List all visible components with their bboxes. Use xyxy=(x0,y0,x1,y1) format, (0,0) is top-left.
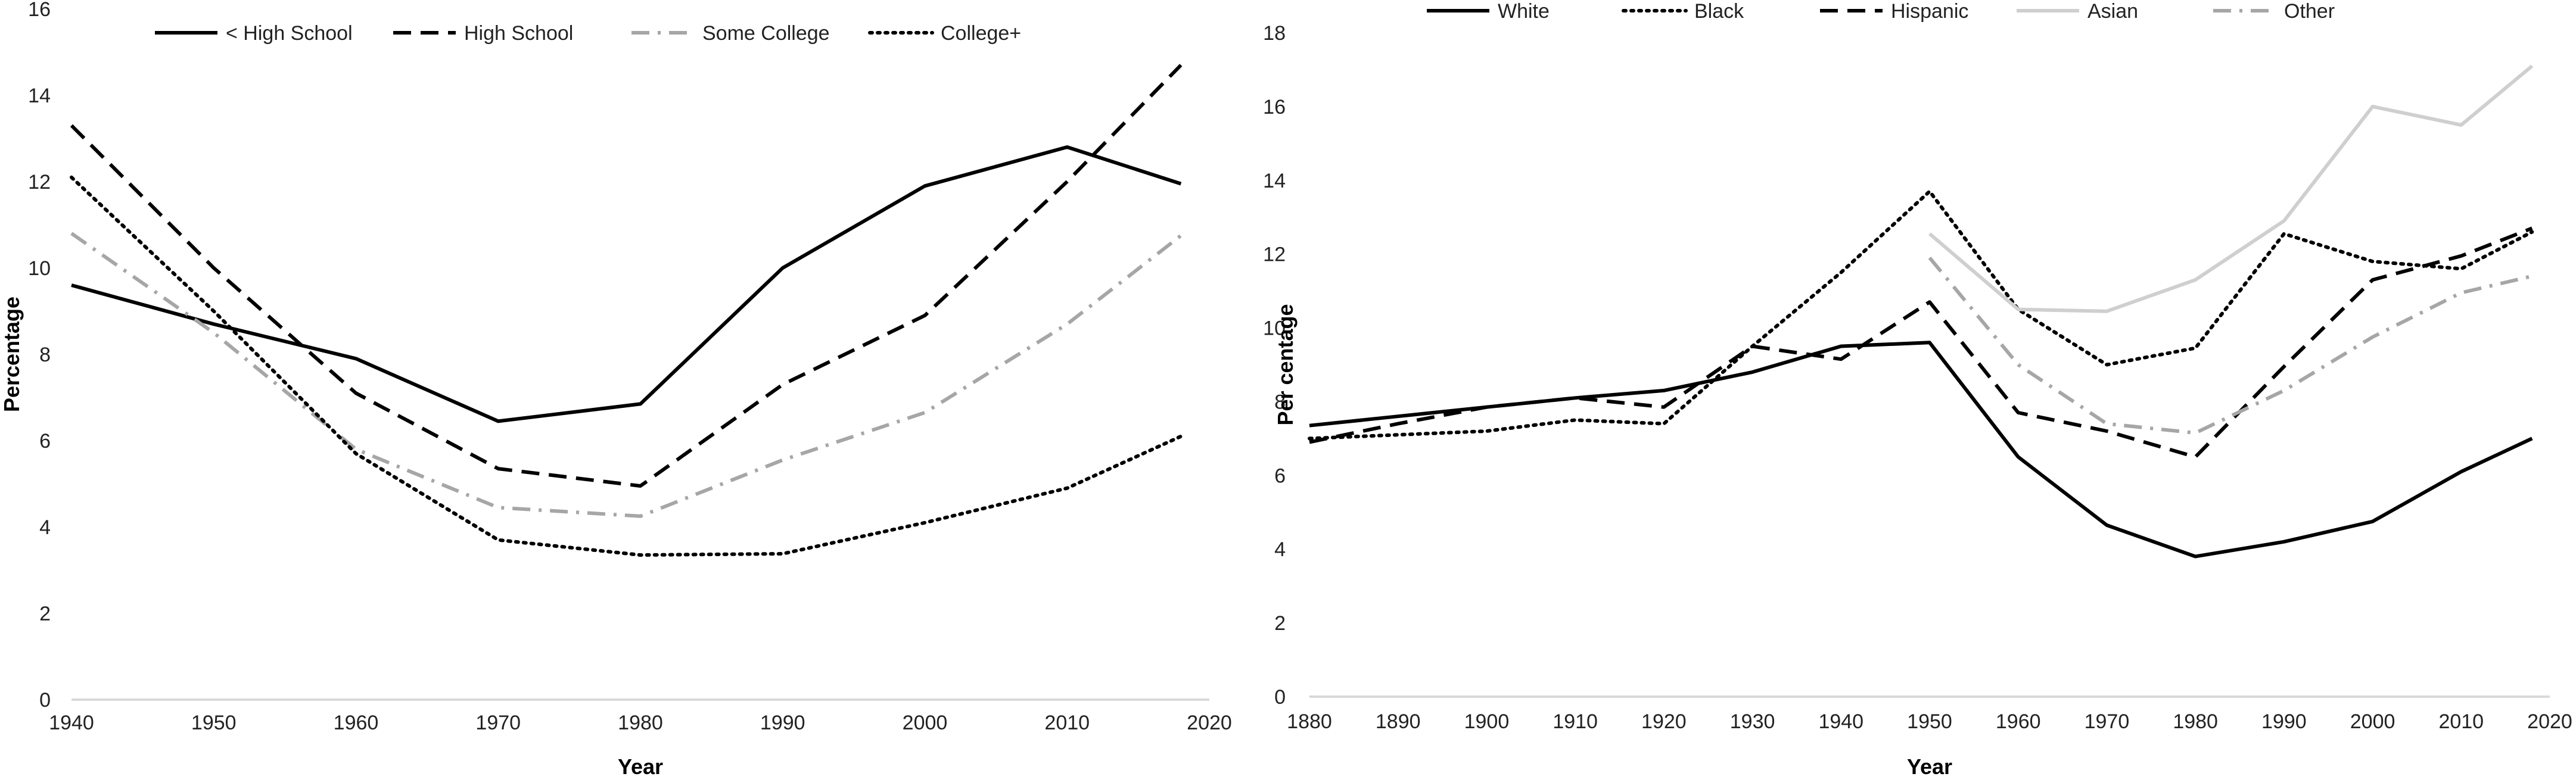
race-chart-svg: 0 2 4 6 8 10 12 14 16 18 1880 1890 1900 1910 1920 1930 1… xyxy=(1263,0,2572,779)
education-x-tick-label: 1950 xyxy=(191,712,237,734)
education-series-high-school-line xyxy=(70,64,1183,488)
race-x-tick-label: 1900 xyxy=(1464,710,1510,733)
race-chart: 0 2 4 6 8 10 12 14 16 18 1880 1890 1900 1910 1920 1930 1… xyxy=(1251,0,2576,783)
education-y-tick-label: 12 xyxy=(28,171,51,194)
race-x-tick-label: 2010 xyxy=(2438,710,2484,733)
race-x-tick-label: 1970 xyxy=(2085,710,2130,733)
education-x-tick-label: 1960 xyxy=(334,712,379,734)
education-y-tick-label: 4 xyxy=(39,516,51,539)
race-y-tick-label: 16 xyxy=(1263,96,1286,118)
education-y-tick-label: 8 xyxy=(39,344,51,366)
education-y-tick-label: 14 xyxy=(28,85,51,107)
race-y-tick-label: 10 xyxy=(1263,317,1286,340)
race-series-hispanic-line xyxy=(1309,226,2533,459)
education-x-axis-title: Year xyxy=(618,754,663,779)
education-y-tick-label: 10 xyxy=(28,257,51,280)
education-legend-item-some-college: Some College xyxy=(631,22,830,45)
education-y-axis-title: Percentage xyxy=(0,297,24,412)
race-x-tick-label: 1920 xyxy=(1641,710,1687,733)
education-legend-item-college-plus: College+ xyxy=(868,22,1021,45)
education-chart-svg: 0 2 4 6 8 10 12 14 16 1940 1950 1960 1970 1980 1990 200… xyxy=(0,0,1232,779)
race-y-tick-label: 8 xyxy=(1274,391,1286,413)
education-x-tick-label: 1970 xyxy=(475,712,521,734)
race-y-tick-label: 18 xyxy=(1263,22,1286,45)
education-x-tick-label: 2010 xyxy=(1044,712,1090,734)
education-x-tick-label: 1940 xyxy=(49,712,94,734)
race-y-tick-label: 4 xyxy=(1274,538,1286,561)
race-x-tick-label: 1950 xyxy=(1907,710,1952,733)
race-x-tick-label: 1940 xyxy=(1818,710,1863,733)
education-x-tick-label: 1980 xyxy=(618,712,663,734)
education-y-tick-label: 2 xyxy=(39,603,51,625)
education-legend-label: High School xyxy=(464,22,573,45)
race-legend-item-hispanic: Hispanic xyxy=(1820,0,1968,23)
race-legend-label: Asian xyxy=(2087,0,2138,23)
education-series-college-plus-line xyxy=(70,175,1183,557)
race-y-tick-label: 0 xyxy=(1274,686,1286,709)
race-x-tick-label: 1890 xyxy=(1376,710,1421,733)
race-legend-item-asian: Asian xyxy=(2017,0,2138,23)
race-x-tick-label: 1980 xyxy=(2173,710,2218,733)
education-legend-item-less-than-high-school: < High School xyxy=(155,22,353,45)
race-x-tick-label: 1960 xyxy=(1996,710,2041,733)
race-series-asian-line xyxy=(1928,64,2534,313)
race-legend-label: Black xyxy=(1694,0,1744,23)
race-x-tick-label: 1910 xyxy=(1553,710,1598,733)
race-legend-item-black: Black xyxy=(1622,0,1744,23)
education-x-tick-label: 2000 xyxy=(903,712,948,734)
education-y-tick-label: 6 xyxy=(39,430,51,453)
race-y-tick-label: 6 xyxy=(1274,464,1286,487)
race-series-other-line xyxy=(1928,256,2533,435)
education-legend-label: College+ xyxy=(941,22,1021,45)
race-legend-item-white: White xyxy=(1427,0,1550,23)
education-legend-item-high-school: High School xyxy=(393,22,573,45)
race-x-tick-label: 1990 xyxy=(2261,710,2307,733)
race-legend-label: Other xyxy=(2284,0,2335,23)
education-legend-label: < High School xyxy=(226,22,353,45)
race-x-tick-label: 1930 xyxy=(1730,710,1775,733)
education-y-tick-label: 16 xyxy=(28,0,51,21)
education-x-tick-label: 1990 xyxy=(760,712,805,734)
education-series-less-than-high-school-line xyxy=(71,145,1182,423)
race-x-tick-label: 2000 xyxy=(2350,710,2395,733)
race-y-tick-label: 2 xyxy=(1274,612,1286,635)
race-y-axis-title: Per centage xyxy=(1273,304,1298,425)
race-y-tick-label: 12 xyxy=(1263,244,1286,266)
education-legend-label: Some College xyxy=(702,22,830,45)
race-x-tick-label: 1880 xyxy=(1287,710,1332,733)
education-x-tick-label: 2020 xyxy=(1187,712,1232,734)
race-series-black-line xyxy=(1308,189,2534,441)
education-chart: 0 2 4 6 8 10 12 14 16 1940 1950 1960 1970 1980 1990 200… xyxy=(0,0,1251,783)
race-legend-label: White xyxy=(1498,0,1550,23)
race-legend-item-other: Other xyxy=(2213,0,2335,23)
race-x-tick-label: 2020 xyxy=(2527,710,2572,733)
race-series-white-line xyxy=(1309,341,2533,559)
race-legend-label: Hispanic xyxy=(1891,0,1968,23)
race-x-axis-title: Year xyxy=(1907,754,1952,779)
race-y-tick-label: 14 xyxy=(1263,170,1286,192)
education-y-tick-label: 0 xyxy=(39,689,51,712)
education-series-some-college-line xyxy=(70,232,1183,518)
